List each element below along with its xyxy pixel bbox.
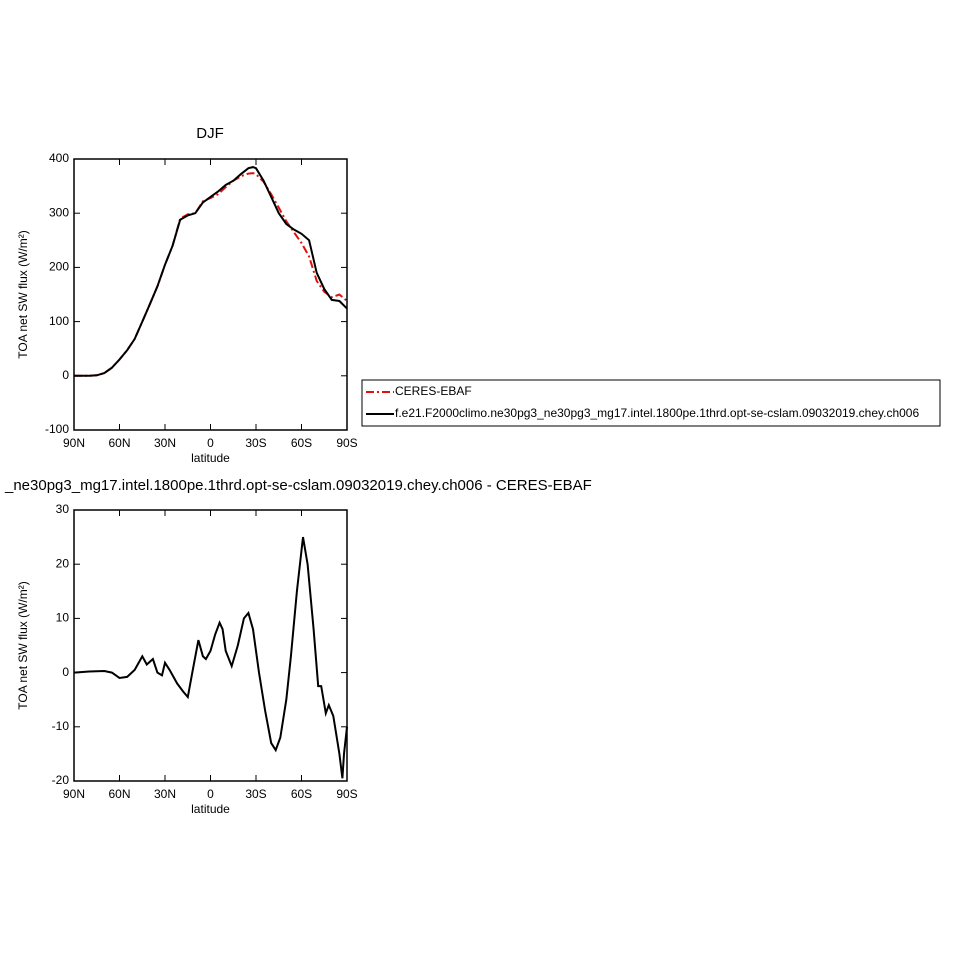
y-tick-label: -20 <box>52 773 70 787</box>
x-axis-label: latitude <box>191 451 230 465</box>
x-tick-label: 60N <box>108 787 130 801</box>
x-tick-label: 0 <box>207 787 214 801</box>
x-tick-label: 30N <box>154 436 176 450</box>
data-line <box>74 172 348 377</box>
y-tick-label: 400 <box>49 151 69 165</box>
plot-frame <box>73 158 348 431</box>
legend-label: CERES-EBAF <box>395 384 472 398</box>
y-tick-label: 10 <box>56 611 70 625</box>
x-tick-label: 60S <box>291 436 312 450</box>
x-tick-label: 90N <box>63 787 85 801</box>
y-axis-label: TOA net SW flux (W/m²) <box>16 230 30 358</box>
x-tick-label: 30S <box>245 787 266 801</box>
x-tick-label: 60S <box>291 787 312 801</box>
chart-title: DJF <box>196 125 224 142</box>
y-axis-label: TOA net SW flux (W/m²) <box>16 581 30 709</box>
y-tick-label: 100 <box>49 314 69 328</box>
legend-box <box>361 379 941 427</box>
x-tick-label: 90S <box>336 436 357 450</box>
x-tick-label: 90N <box>63 436 85 450</box>
plot-frame <box>73 509 348 782</box>
x-tick-label: 0 <box>207 436 214 450</box>
y-tick-label: -10 <box>52 719 70 733</box>
y-tick-label: 300 <box>49 205 69 219</box>
legend-label: f.e21.F2000climo.ne30pg3_ne30pg3_mg17.in… <box>395 406 919 420</box>
y-tick-label: 200 <box>49 260 69 274</box>
y-tick-label: 0 <box>62 368 69 382</box>
x-axis-label: latitude <box>191 802 230 816</box>
data-line <box>74 166 348 377</box>
data-line <box>73 536 348 779</box>
y-tick-label: 0 <box>62 665 69 679</box>
y-tick-label: 30 <box>56 502 70 516</box>
y-tick-label: -100 <box>45 422 69 436</box>
x-tick-label: 60N <box>108 436 130 450</box>
x-tick-label: 90S <box>336 787 357 801</box>
x-tick-label: 30N <box>154 787 176 801</box>
chart-title: _ne30pg3_mg17.intel.1800pe.1thrd.opt-se-… <box>4 477 592 494</box>
x-tick-label: 30S <box>245 436 266 450</box>
y-tick-label: 20 <box>56 556 70 570</box>
